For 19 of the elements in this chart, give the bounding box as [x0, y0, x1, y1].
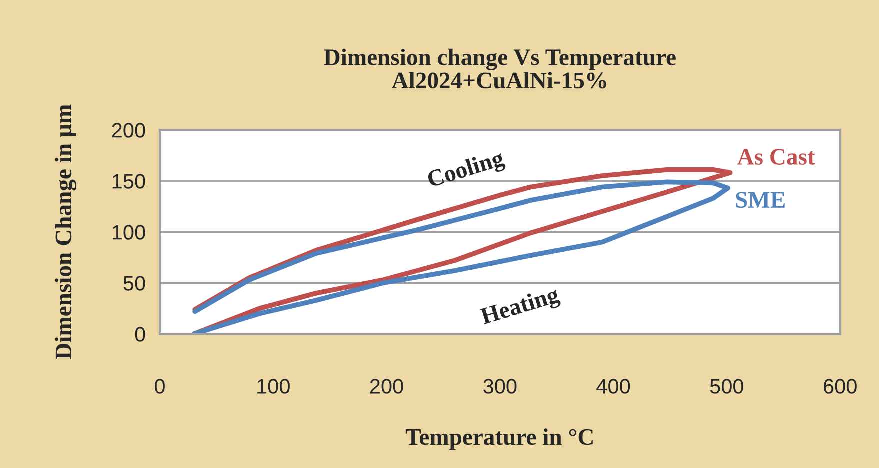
series-label: As Cast [738, 149, 816, 165]
annotation: Cooling [426, 149, 507, 192]
y-tick-label: 100 [112, 225, 146, 240]
x-tick-label: 200 [370, 379, 404, 394]
x-tick-label: 400 [596, 379, 630, 394]
x-tick-label: 600 [824, 379, 857, 394]
series-label: SME [736, 192, 785, 208]
y-tick-label: 50 [124, 276, 146, 291]
y-axis-title: Dimension Change in µm [55, 104, 77, 360]
x-tick-label: 300 [484, 379, 517, 394]
y-tick-label: 150 [112, 174, 146, 189]
y-tick-label: 0 [135, 327, 146, 342]
x-tick-label: 0 [155, 379, 165, 394]
x-tick-label: 500 [710, 379, 744, 394]
y-tick-label: 200 [112, 123, 146, 138]
x-axis-title: Temperature in °C [406, 428, 593, 450]
annotation: Heating [480, 286, 562, 330]
chart-title: Dimension change Vs Temperature Al2024+CuAlNi-15% [324, 48, 676, 89]
x-tick-label: 100 [258, 379, 290, 394]
